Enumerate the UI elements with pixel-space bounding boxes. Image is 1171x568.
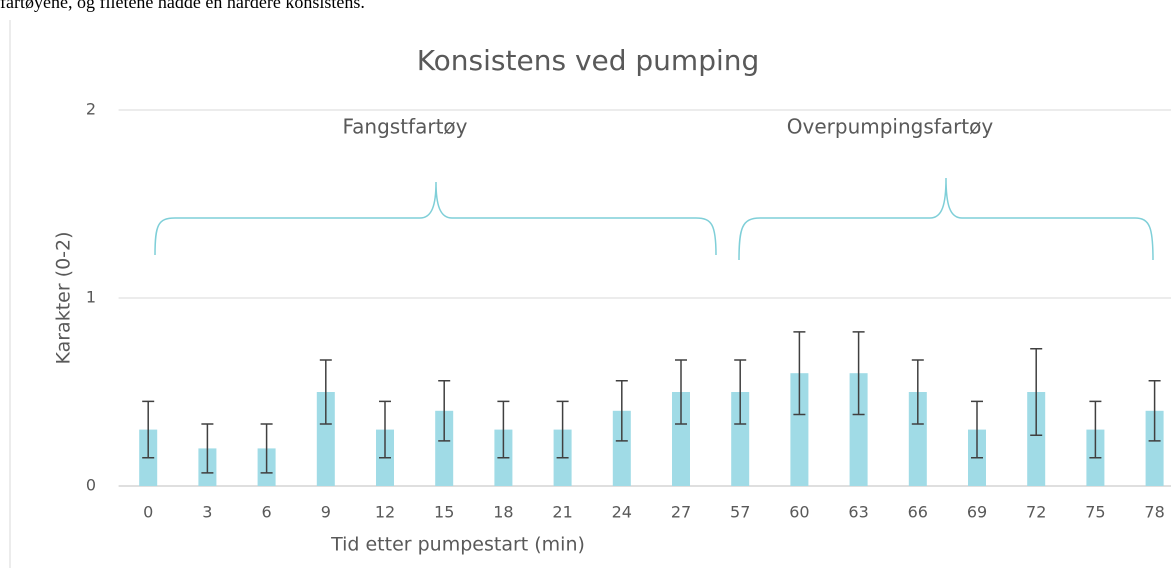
x-tick-label: 21 [552,503,572,522]
x-tick-label: 3 [202,503,212,522]
x-tick-label: 27 [671,503,691,522]
error-bar [260,423,273,474]
y-axis-label: Karakter (0-2) [53,231,75,364]
error-bar [438,379,451,442]
bar [612,410,631,486]
x-tick-label: 78 [1144,503,1164,522]
error-bar [793,331,806,416]
error-bar [319,359,332,425]
x-tick-label: 12 [375,503,395,522]
page-text: fartøyene, og filetene hadde en hardere … [0,0,365,12]
x-tick-label: 15 [434,503,454,522]
error-bar [142,400,155,459]
y-tick-label: 0 [86,476,96,495]
brace [154,181,717,256]
chart-title: Konsistens ved pumping [417,44,760,77]
x-tick-label: 6 [262,503,272,522]
bar [672,392,690,486]
bar [731,392,750,486]
x-tick-label: 0 [143,503,153,522]
bar [908,392,927,486]
brace [738,177,1154,261]
x-tick-label: 57 [730,503,750,522]
error-bar [497,400,510,459]
bar [790,373,809,486]
x-tick-label: 18 [493,503,513,522]
x-axis-label: Tid etter pumpestart (min) [330,534,585,556]
x-tick-label: 24 [612,503,632,522]
x-tick-label: 60 [789,503,809,522]
bar [1027,392,1046,486]
error-bar [852,331,865,416]
bar [316,392,335,486]
y-tick-label: 2 [86,100,96,119]
bar [849,373,868,486]
error-bar [911,359,924,425]
x-tick-label: 9 [321,503,331,522]
x-tick-label: 63 [848,503,868,522]
x-tick-label: 66 [908,503,928,522]
x-tick-label: 75 [1085,503,1105,522]
error-bar [556,400,569,459]
error-bar [734,359,747,425]
error-bar [379,400,391,459]
x-tick-label: 72 [1026,503,1046,522]
annotation: Fangstfartøy [343,115,468,139]
error-bar [201,423,214,474]
error-bar [615,379,628,442]
bar [1145,410,1164,486]
error-bar [1030,348,1043,436]
error-bar [1089,400,1102,459]
x-tick-label: 69 [967,503,987,522]
error-bar [675,359,687,425]
error-bar [971,400,983,459]
bar [435,410,454,486]
error-bar [1148,379,1161,442]
annotation: Overpumpingsfartøy [787,115,994,139]
y-tick-label: 1 [86,288,96,307]
